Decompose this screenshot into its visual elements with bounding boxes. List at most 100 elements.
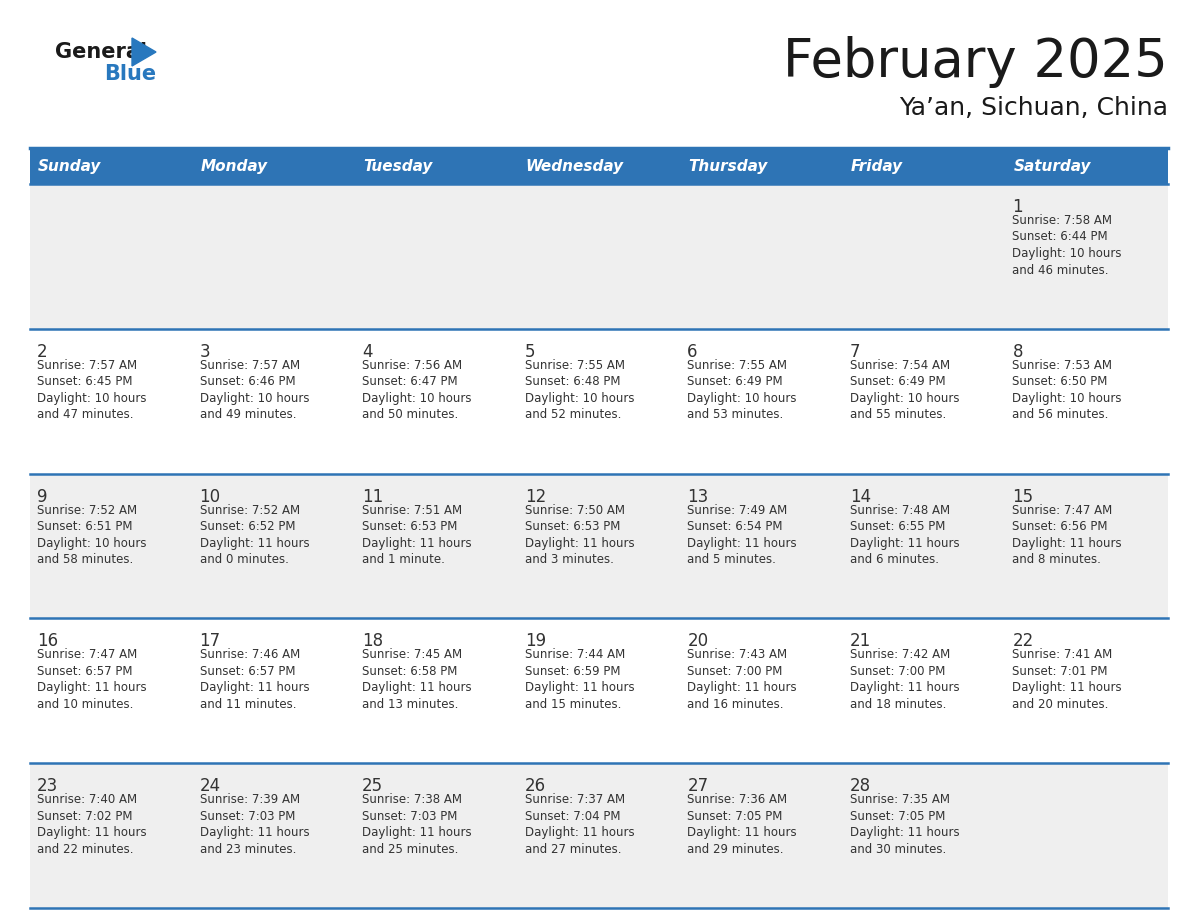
- Text: Daylight: 10 hours: Daylight: 10 hours: [1012, 392, 1121, 405]
- Bar: [30, 329, 1168, 474]
- Text: and 1 minute.: and 1 minute.: [362, 554, 446, 566]
- Text: Blue: Blue: [103, 64, 156, 84]
- Text: 17: 17: [200, 633, 221, 650]
- Text: Daylight: 11 hours: Daylight: 11 hours: [362, 826, 472, 839]
- Text: Sunrise: 7:40 AM: Sunrise: 7:40 AM: [37, 793, 137, 806]
- Text: and 49 minutes.: and 49 minutes.: [200, 409, 296, 421]
- Text: Sunset: 6:54 PM: Sunset: 6:54 PM: [688, 521, 783, 533]
- Text: Sunrise: 7:54 AM: Sunrise: 7:54 AM: [849, 359, 950, 372]
- Text: Sunrise: 7:58 AM: Sunrise: 7:58 AM: [1012, 214, 1112, 227]
- Bar: [30, 619, 1168, 763]
- Text: 7: 7: [849, 342, 860, 361]
- Text: Daylight: 11 hours: Daylight: 11 hours: [37, 681, 146, 694]
- Text: Monday: Monday: [201, 159, 267, 174]
- Text: and 50 minutes.: and 50 minutes.: [362, 409, 459, 421]
- Text: and 46 minutes.: and 46 minutes.: [1012, 263, 1108, 276]
- Text: and 6 minutes.: and 6 minutes.: [849, 554, 939, 566]
- Text: and 8 minutes.: and 8 minutes.: [1012, 554, 1101, 566]
- Text: Daylight: 11 hours: Daylight: 11 hours: [1012, 537, 1121, 550]
- Text: Friday: Friday: [851, 159, 903, 174]
- Text: Daylight: 11 hours: Daylight: 11 hours: [688, 826, 797, 839]
- Text: 18: 18: [362, 633, 384, 650]
- Text: Sunset: 6:51 PM: Sunset: 6:51 PM: [37, 521, 133, 533]
- Text: Tuesday: Tuesday: [364, 159, 432, 174]
- Text: and 18 minutes.: and 18 minutes.: [849, 698, 946, 711]
- Text: Daylight: 11 hours: Daylight: 11 hours: [200, 826, 309, 839]
- Text: 6: 6: [688, 342, 697, 361]
- Text: Sunrise: 7:43 AM: Sunrise: 7:43 AM: [688, 648, 788, 661]
- Text: Sunset: 6:49 PM: Sunset: 6:49 PM: [688, 375, 783, 388]
- Text: Sunset: 6:50 PM: Sunset: 6:50 PM: [1012, 375, 1107, 388]
- Text: Sunset: 6:56 PM: Sunset: 6:56 PM: [1012, 521, 1108, 533]
- Text: 19: 19: [525, 633, 545, 650]
- Text: Daylight: 10 hours: Daylight: 10 hours: [849, 392, 960, 405]
- Text: Sunrise: 7:49 AM: Sunrise: 7:49 AM: [688, 504, 788, 517]
- Text: Sunset: 6:48 PM: Sunset: 6:48 PM: [525, 375, 620, 388]
- Text: Sunrise: 7:56 AM: Sunrise: 7:56 AM: [362, 359, 462, 372]
- Text: Sunrise: 7:45 AM: Sunrise: 7:45 AM: [362, 648, 462, 661]
- Text: Sunset: 6:58 PM: Sunset: 6:58 PM: [362, 665, 457, 677]
- Text: Daylight: 10 hours: Daylight: 10 hours: [37, 537, 146, 550]
- Text: Daylight: 11 hours: Daylight: 11 hours: [525, 537, 634, 550]
- Text: and 11 minutes.: and 11 minutes.: [200, 698, 296, 711]
- Text: Sunset: 6:59 PM: Sunset: 6:59 PM: [525, 665, 620, 677]
- Text: 15: 15: [1012, 487, 1034, 506]
- Text: Sunrise: 7:37 AM: Sunrise: 7:37 AM: [525, 793, 625, 806]
- Text: Sunset: 6:53 PM: Sunset: 6:53 PM: [362, 521, 457, 533]
- Text: and 3 minutes.: and 3 minutes.: [525, 554, 613, 566]
- Text: and 23 minutes.: and 23 minutes.: [200, 843, 296, 856]
- Text: Daylight: 10 hours: Daylight: 10 hours: [200, 392, 309, 405]
- Text: Sunset: 6:57 PM: Sunset: 6:57 PM: [37, 665, 133, 677]
- Text: Sunrise: 7:52 AM: Sunrise: 7:52 AM: [200, 504, 299, 517]
- Text: Sunrise: 7:52 AM: Sunrise: 7:52 AM: [37, 504, 137, 517]
- Text: Daylight: 11 hours: Daylight: 11 hours: [362, 537, 472, 550]
- Text: and 53 minutes.: and 53 minutes.: [688, 409, 784, 421]
- Text: Sunrise: 7:48 AM: Sunrise: 7:48 AM: [849, 504, 950, 517]
- Text: 16: 16: [37, 633, 58, 650]
- Text: 27: 27: [688, 778, 708, 795]
- Text: Sunrise: 7:57 AM: Sunrise: 7:57 AM: [200, 359, 299, 372]
- Text: Thursday: Thursday: [688, 159, 767, 174]
- Text: and 55 minutes.: and 55 minutes.: [849, 409, 946, 421]
- Text: and 27 minutes.: and 27 minutes.: [525, 843, 621, 856]
- Text: Daylight: 11 hours: Daylight: 11 hours: [1012, 681, 1121, 694]
- Text: Sunday: Sunday: [38, 159, 101, 174]
- Text: Daylight: 11 hours: Daylight: 11 hours: [200, 537, 309, 550]
- Text: Sunset: 6:49 PM: Sunset: 6:49 PM: [849, 375, 946, 388]
- Text: 28: 28: [849, 778, 871, 795]
- Text: Sunrise: 7:50 AM: Sunrise: 7:50 AM: [525, 504, 625, 517]
- Bar: [30, 474, 1168, 619]
- Text: Sunset: 7:03 PM: Sunset: 7:03 PM: [200, 810, 295, 823]
- Text: and 47 minutes.: and 47 minutes.: [37, 409, 133, 421]
- Text: and 22 minutes.: and 22 minutes.: [37, 843, 133, 856]
- Bar: [30, 763, 1168, 908]
- Polygon shape: [132, 38, 156, 66]
- Text: 3: 3: [200, 342, 210, 361]
- Text: 25: 25: [362, 778, 384, 795]
- Text: Sunrise: 7:53 AM: Sunrise: 7:53 AM: [1012, 359, 1112, 372]
- Text: and 29 minutes.: and 29 minutes.: [688, 843, 784, 856]
- Text: 8: 8: [1012, 342, 1023, 361]
- Text: Daylight: 11 hours: Daylight: 11 hours: [688, 681, 797, 694]
- Text: Sunset: 7:05 PM: Sunset: 7:05 PM: [688, 810, 783, 823]
- Text: Sunrise: 7:47 AM: Sunrise: 7:47 AM: [37, 648, 138, 661]
- Text: Sunrise: 7:38 AM: Sunrise: 7:38 AM: [362, 793, 462, 806]
- Text: General: General: [55, 42, 147, 62]
- Text: Daylight: 11 hours: Daylight: 11 hours: [688, 537, 797, 550]
- Text: Sunrise: 7:41 AM: Sunrise: 7:41 AM: [1012, 648, 1113, 661]
- Text: Sunrise: 7:55 AM: Sunrise: 7:55 AM: [525, 359, 625, 372]
- Text: Daylight: 10 hours: Daylight: 10 hours: [362, 392, 472, 405]
- Text: Sunset: 7:05 PM: Sunset: 7:05 PM: [849, 810, 946, 823]
- Text: 10: 10: [200, 487, 221, 506]
- Text: Sunrise: 7:46 AM: Sunrise: 7:46 AM: [200, 648, 299, 661]
- Text: Sunrise: 7:36 AM: Sunrise: 7:36 AM: [688, 793, 788, 806]
- Text: 14: 14: [849, 487, 871, 506]
- Text: 4: 4: [362, 342, 373, 361]
- Text: and 20 minutes.: and 20 minutes.: [1012, 698, 1108, 711]
- Text: 13: 13: [688, 487, 708, 506]
- Bar: [30, 148, 1168, 184]
- Text: Sunset: 6:55 PM: Sunset: 6:55 PM: [849, 521, 946, 533]
- Text: and 0 minutes.: and 0 minutes.: [200, 554, 289, 566]
- Text: Daylight: 11 hours: Daylight: 11 hours: [200, 681, 309, 694]
- Text: and 52 minutes.: and 52 minutes.: [525, 409, 621, 421]
